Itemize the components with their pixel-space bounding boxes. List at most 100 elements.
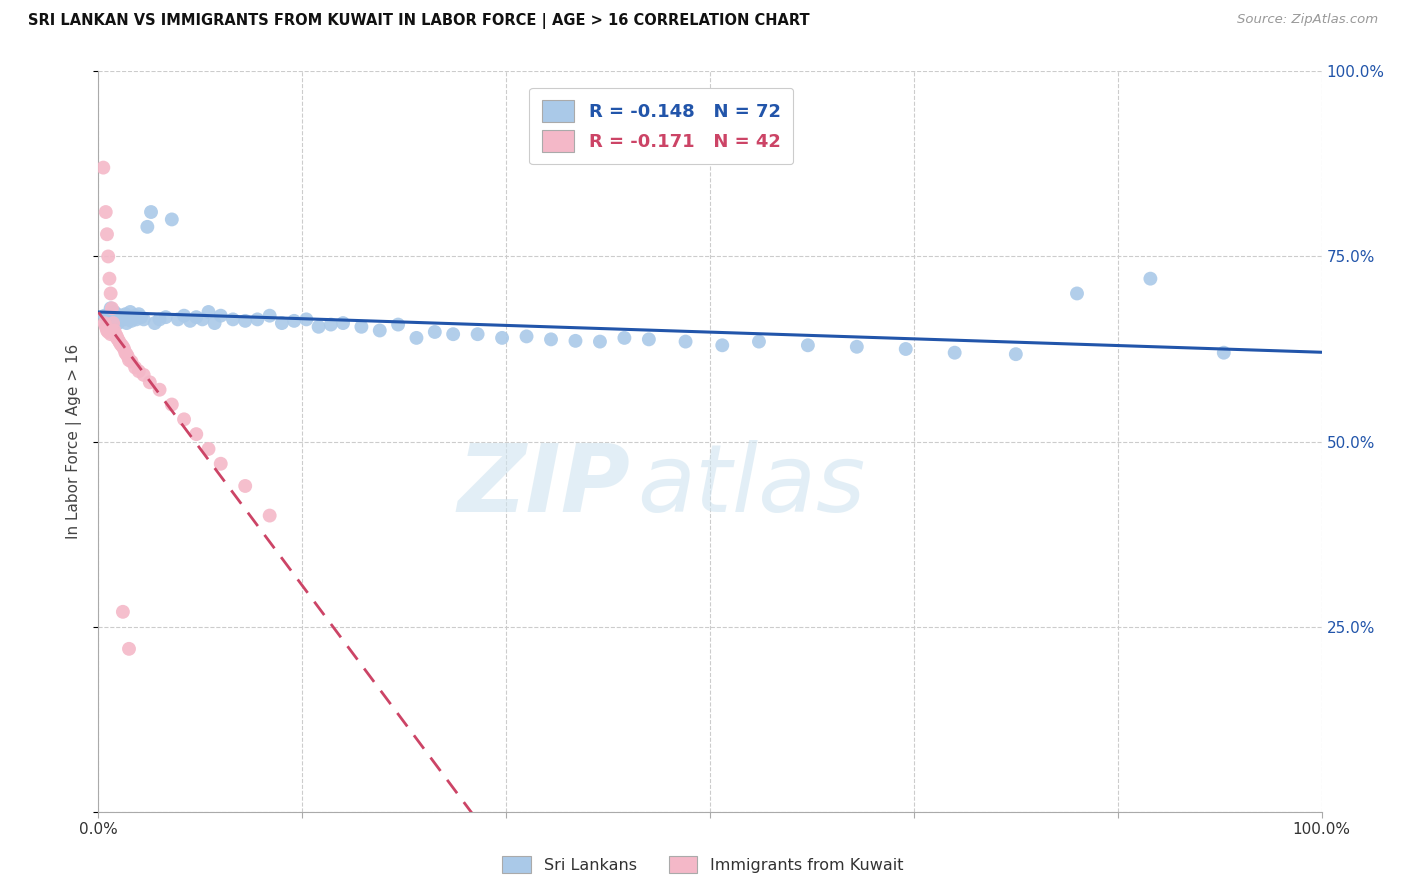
Point	[186, 310, 208, 325]
Point	[94, 205, 117, 219]
Point	[173, 309, 195, 323]
Point	[222, 312, 245, 326]
Point	[103, 305, 125, 319]
Point	[118, 641, 141, 656]
Point	[108, 334, 131, 349]
Point	[179, 314, 201, 328]
Point	[98, 271, 121, 285]
Point	[387, 318, 409, 332]
Point	[423, 325, 446, 339]
Point	[350, 319, 373, 334]
Point	[112, 342, 135, 356]
Point	[96, 227, 118, 242]
Point	[139, 376, 162, 390]
Point	[111, 338, 134, 352]
Point	[1004, 347, 1026, 361]
Point	[160, 397, 183, 411]
Point	[124, 309, 146, 323]
Point	[467, 327, 489, 342]
Point	[101, 316, 124, 330]
Point	[368, 324, 391, 338]
Point	[132, 312, 155, 326]
Point	[93, 309, 115, 323]
Text: ZIP: ZIP	[457, 440, 630, 532]
Point	[117, 350, 139, 364]
Point	[115, 316, 138, 330]
Point	[1066, 286, 1088, 301]
Point	[101, 301, 124, 316]
Point	[132, 368, 155, 382]
Point	[259, 309, 281, 323]
Point	[107, 316, 129, 330]
Point	[124, 360, 146, 375]
Point	[128, 307, 150, 321]
Point	[111, 605, 134, 619]
Point	[97, 250, 120, 264]
Point	[111, 309, 134, 323]
Point	[110, 312, 132, 326]
Point	[209, 457, 232, 471]
Point	[112, 312, 135, 326]
Point	[93, 316, 115, 330]
Point	[748, 334, 770, 349]
Point	[94, 319, 117, 334]
Point	[1212, 345, 1234, 359]
Point	[110, 336, 132, 351]
Point	[197, 305, 219, 319]
Point	[246, 312, 269, 326]
Point	[209, 309, 232, 323]
Point	[233, 314, 256, 328]
Point	[129, 310, 152, 325]
Point	[105, 331, 128, 345]
Point	[149, 312, 172, 326]
Point	[270, 316, 294, 330]
Point	[143, 316, 166, 330]
Legend: Sri Lankans, Immigrants from Kuwait: Sri Lankans, Immigrants from Kuwait	[496, 849, 910, 880]
Point	[108, 310, 131, 325]
Point	[405, 331, 427, 345]
Point	[125, 312, 148, 326]
Point	[319, 318, 342, 332]
Point	[111, 340, 134, 354]
Point	[97, 312, 120, 326]
Text: atlas: atlas	[637, 441, 865, 532]
Point	[100, 327, 122, 342]
Point	[114, 345, 136, 359]
Point	[167, 312, 190, 326]
Point	[197, 442, 219, 456]
Point	[491, 331, 513, 345]
Point	[515, 329, 537, 343]
Point	[104, 327, 127, 342]
Point	[441, 327, 464, 342]
Point	[100, 301, 122, 316]
Point	[103, 324, 125, 338]
Text: Source: ZipAtlas.com: Source: ZipAtlas.com	[1237, 13, 1378, 27]
Point	[105, 307, 128, 321]
Point	[204, 316, 226, 330]
Point	[894, 342, 917, 356]
Point	[283, 314, 305, 328]
Point	[104, 310, 127, 325]
Point	[139, 205, 162, 219]
Point	[114, 307, 136, 321]
Legend: R = -0.148   N = 72, R = -0.171   N = 42: R = -0.148 N = 72, R = -0.171 N = 42	[529, 87, 793, 164]
Point	[120, 314, 142, 328]
Text: SRI LANKAN VS IMMIGRANTS FROM KUWAIT IN LABOR FORCE | AGE > 16 CORRELATION CHART: SRI LANKAN VS IMMIGRANTS FROM KUWAIT IN …	[28, 13, 810, 29]
Point	[96, 324, 118, 338]
Point	[259, 508, 281, 523]
Point	[845, 340, 868, 354]
Point	[107, 332, 129, 346]
Point	[91, 161, 114, 175]
Point	[295, 312, 318, 326]
Point	[332, 316, 354, 330]
Point	[173, 412, 195, 426]
Point	[186, 427, 208, 442]
Point	[118, 312, 141, 326]
Point	[101, 316, 124, 330]
Point	[308, 319, 330, 334]
Point	[136, 219, 159, 234]
Point	[540, 332, 562, 346]
Point	[120, 305, 142, 319]
Point	[589, 334, 612, 349]
Point	[613, 331, 636, 345]
